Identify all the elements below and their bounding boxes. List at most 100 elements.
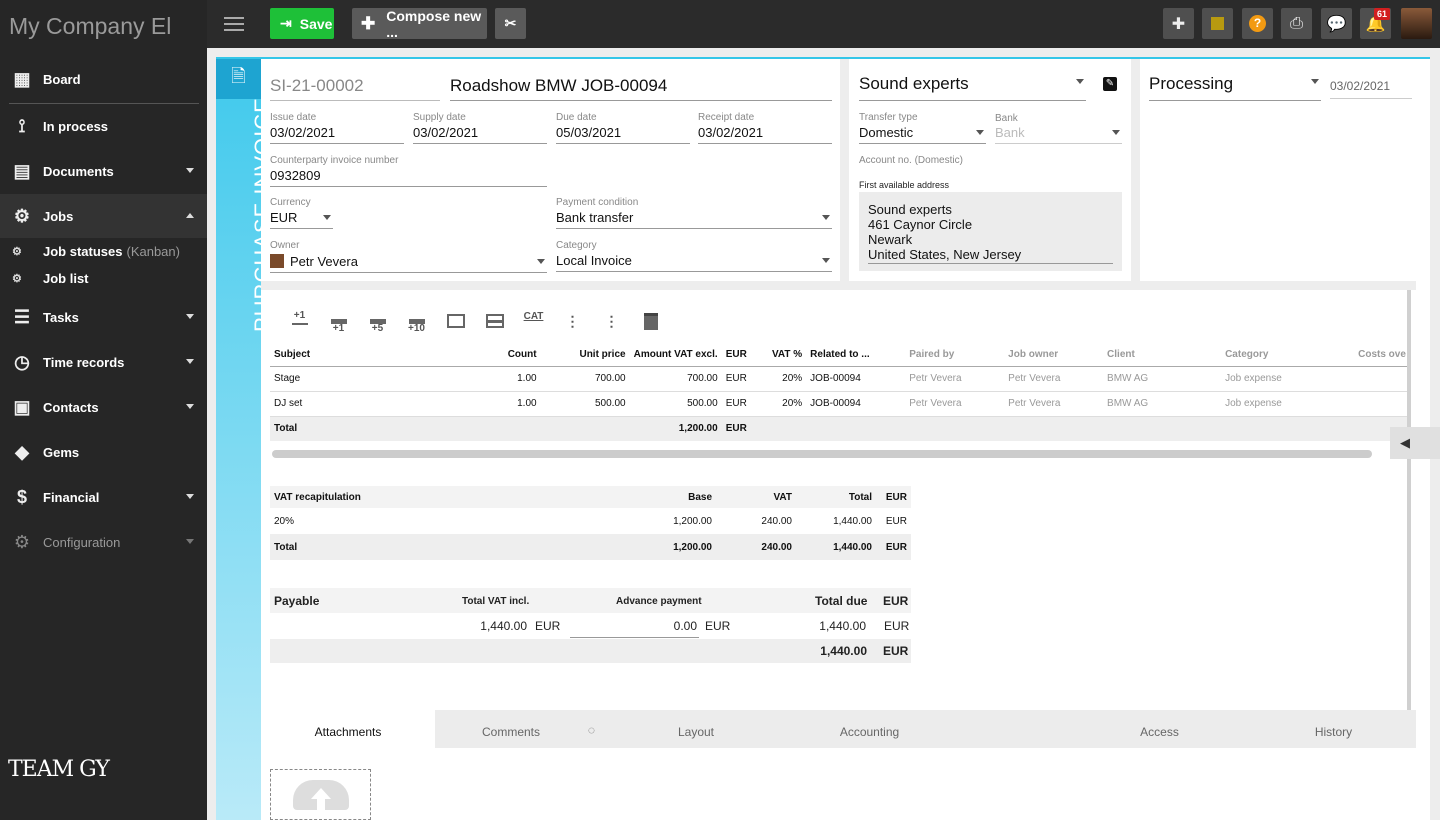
transfer-type-select[interactable]: Domestic — [859, 125, 986, 144]
sidebar-subitem-job-statuses[interactable]: ⚙ Job statuses (Kanban) — [0, 238, 207, 265]
table-row[interactable]: DJ set 1.00 500.00 500.00 EUR 20% JOB-00… — [270, 391, 1410, 417]
insert-below-icon[interactable]: +1 — [319, 308, 358, 334]
print-icon[interactable]: ⎙ — [1281, 8, 1312, 39]
sidebar-item-documents[interactable]: ▤ Documents — [0, 149, 207, 193]
tab-access[interactable]: Access — [1140, 725, 1179, 739]
cell-paired-by: Petr Vevera — [905, 391, 1005, 417]
help-icon[interactable]: ? — [1242, 8, 1273, 39]
sidebar-item-contacts[interactable]: ▣ Contacts — [0, 385, 207, 429]
supply-date-input[interactable]: 03/02/2021 — [413, 125, 547, 144]
column-header[interactable]: EUR — [721, 344, 753, 367]
more-right-icon[interactable]: ⋮ — [604, 312, 619, 329]
column-header[interactable]: Client — [1103, 344, 1222, 367]
address-textarea[interactable]: Sound experts 461 Caynor Circle Newark U… — [859, 192, 1122, 271]
cell-related[interactable]: JOB-00094 — [806, 366, 906, 392]
cell-subject[interactable]: DJ set — [270, 391, 485, 417]
status-select[interactable]: Processing — [1149, 74, 1321, 101]
receipt-date-input[interactable]: 03/02/2021 — [698, 125, 832, 144]
tab-comments[interactable]: Comments — [481, 725, 540, 739]
trash-icon[interactable] — [631, 308, 670, 334]
cell-count[interactable]: 1.00 — [484, 366, 541, 392]
upload-dropzone[interactable] — [270, 769, 371, 820]
sidebar-item-financial[interactable]: $ Financial — [0, 475, 207, 519]
payment-condition-select[interactable]: Bank transfer — [556, 210, 832, 229]
column-header[interactable]: VAT % — [752, 344, 807, 367]
hidden-eye-icon[interactable]: ◌ — [587, 723, 596, 737]
menu-icon[interactable] — [224, 14, 244, 34]
sidebar-subitem-job-list[interactable]: ⚙ Job list — [0, 265, 207, 292]
column-header[interactable]: Related to ... — [806, 344, 906, 367]
sidebar-item-time-records[interactable]: ◷ Time records — [0, 340, 207, 384]
compose-new-button[interactable]: ✚ Compose new ... — [352, 8, 487, 40]
column-header[interactable]: Amount VAT excl. — [629, 344, 722, 367]
tools-button[interactable]: ✂ — [495, 8, 526, 39]
cell-unit-price[interactable]: 700.00 — [540, 366, 630, 392]
cell-category-select[interactable]: Job expense — [1221, 391, 1355, 417]
chat-icon[interactable]: 💬 — [1321, 8, 1352, 39]
add-icon[interactable]: ✚ — [1163, 8, 1194, 39]
sidebar-item-in-process[interactable]: ⟟ In process — [0, 104, 207, 148]
note-icon[interactable] — [1202, 8, 1233, 39]
collapse-rows-icon[interactable] — [475, 308, 514, 334]
jobs-icon: ⚙ — [12, 273, 22, 285]
edit-icon[interactable]: ✎ — [1103, 77, 1117, 91]
vat-base: 1,200.00 — [673, 515, 712, 527]
sidebar-item-board[interactable]: ▦ Board — [0, 57, 207, 101]
insert-above-icon[interactable]: +1 — [280, 308, 319, 334]
insert-5-icon[interactable]: +5 — [358, 308, 397, 334]
document-type-strip: 🗎 — [216, 59, 261, 820]
counterparty-number-input[interactable]: 0932809 — [270, 168, 547, 187]
payment-condition-label: Payment condition — [556, 197, 639, 208]
user-avatar[interactable] — [1401, 8, 1432, 39]
more-vertical-icon[interactable]: ⋮ — [565, 312, 580, 329]
due-date-input[interactable]: 05/03/2021 — [556, 125, 690, 144]
collapse-panel-icon[interactable]: ◀ — [1390, 427, 1440, 459]
cell-vat-select[interactable]: 20% — [752, 366, 807, 392]
column-header[interactable]: Count — [484, 344, 541, 367]
invoice-icon[interactable]: 🗎 — [216, 59, 261, 99]
vertical-scrollbar[interactable] — [1407, 290, 1411, 740]
tab-layout[interactable]: Layout — [677, 725, 715, 739]
table-row[interactable]: Stage 1.00 700.00 700.00 EUR 20% JOB-000… — [270, 366, 1410, 392]
advance-label: Advance payment — [616, 596, 702, 607]
sidebar-item-configuration[interactable]: ⚙ Configuration — [0, 520, 207, 564]
category-select[interactable]: Local Invoice — [556, 253, 832, 272]
total-due-label: Total due — [815, 594, 868, 608]
address-line: 461 Caynor Circle — [868, 217, 973, 232]
issue-date-input[interactable]: 03/02/2021 — [270, 125, 404, 144]
column-header[interactable]: Job owner — [1004, 344, 1104, 367]
tab-history[interactable]: History — [1314, 725, 1353, 739]
horizontal-scrollbar[interactable] — [272, 450, 1372, 458]
cell-vat-select[interactable]: 20% — [752, 391, 807, 417]
counterparty-select[interactable]: Sound experts — [859, 74, 1086, 101]
cell-related[interactable]: JOB-00094 — [806, 391, 906, 417]
expand-rows-icon[interactable] — [436, 308, 475, 334]
sidebar-item-jobs[interactable]: ⚙ Jobs — [0, 194, 207, 238]
tab-attachments[interactable]: Attachments — [261, 710, 435, 748]
transfer-type-label: Transfer type — [859, 112, 918, 123]
currency-select[interactable]: EUR — [270, 210, 333, 229]
chevron-down-icon — [186, 359, 194, 364]
advance-payment-input[interactable]: 0.00 — [570, 619, 699, 638]
column-header[interactable]: Category — [1221, 344, 1355, 367]
column-header[interactable]: Unit price — [540, 344, 630, 367]
invoice-title-input[interactable]: Roadshow BMW JOB-00094 — [450, 76, 832, 101]
column-header[interactable]: Costs ove — [1354, 344, 1410, 367]
owner-select[interactable]: Petr Vevera — [270, 254, 547, 273]
insert-10-icon[interactable]: +10 — [397, 308, 436, 334]
column-header[interactable]: Subject — [270, 344, 485, 367]
cell-category-select[interactable]: Job expense — [1221, 366, 1355, 392]
sidebar-item-tasks[interactable]: ☰ Tasks — [0, 295, 207, 339]
tab-accounting[interactable]: Accounting — [839, 725, 900, 739]
column-header[interactable]: Paired by — [905, 344, 1005, 367]
cell-client: BMW AG — [1103, 391, 1222, 417]
save-button[interactable]: ⇥ Save — [270, 8, 334, 39]
cell-subject[interactable]: Stage — [270, 366, 485, 392]
sidebar-item-gems[interactable]: ◆ Gems — [0, 430, 207, 474]
address-label: First available address — [859, 180, 950, 190]
cell-unit-price[interactable]: 500.00 — [540, 391, 630, 417]
cell-count[interactable]: 1.00 — [484, 391, 541, 417]
bank-select[interactable]: Bank — [995, 125, 1122, 144]
vat-amount: 240.00 — [761, 515, 792, 527]
category-icon[interactable]: CAT — [523, 311, 544, 322]
